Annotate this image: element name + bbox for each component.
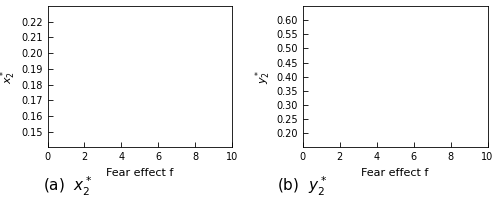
Text: (b)  $y_2^*$: (b) $y_2^*$ [278, 175, 328, 198]
Y-axis label: $x_2^*$: $x_2^*$ [0, 69, 18, 84]
Y-axis label: $y_2^*$: $y_2^*$ [254, 69, 274, 84]
X-axis label: Fear effect f: Fear effect f [362, 168, 429, 178]
X-axis label: Fear effect f: Fear effect f [106, 168, 174, 178]
Text: (a)  $x_2^*$: (a) $x_2^*$ [42, 175, 92, 198]
